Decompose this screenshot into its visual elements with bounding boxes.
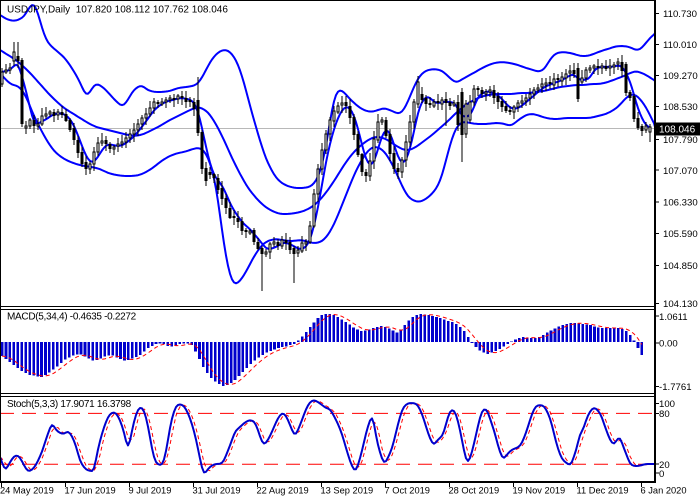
svg-text:0.00: 0.00: [659, 338, 678, 349]
svg-text:31 Jul 2019: 31 Jul 2019: [193, 486, 241, 496]
svg-text:MACD(5,34,4) -0.4635 -0.2272: MACD(5,34,4) -0.4635 -0.2272: [7, 312, 137, 323]
svg-text:13 Sep 2019: 13 Sep 2019: [321, 486, 374, 496]
svg-text:80: 80: [659, 409, 670, 420]
svg-text:7 Oct 2019: 7 Oct 2019: [385, 486, 430, 496]
svg-text:20: 20: [659, 460, 670, 471]
svg-text:USDJPY,Daily 107.820 108.112: USDJPY,Daily 107.820 108.112 107.762 108…: [7, 5, 228, 16]
svg-text:17 Jun 2019: 17 Jun 2019: [65, 486, 116, 496]
svg-text:9 Jul 2019: 9 Jul 2019: [129, 486, 172, 496]
svg-text:22 Aug 2019: 22 Aug 2019: [257, 486, 309, 496]
svg-text:1.0611: 1.0611: [659, 312, 688, 323]
svg-text:28 Oct 2019: 28 Oct 2019: [449, 486, 500, 496]
svg-text:24 May 2019: 24 May 2019: [0, 486, 54, 496]
svg-text:105.590: 105.590: [663, 229, 698, 240]
svg-text:110.730: 110.730: [663, 9, 697, 20]
svg-text:19 Nov 2019: 19 Nov 2019: [513, 486, 566, 496]
svg-text:108.046: 108.046: [659, 124, 696, 135]
svg-text:100: 100: [659, 399, 675, 410]
svg-text:0: 0: [659, 469, 664, 480]
svg-text:107.790: 107.790: [663, 135, 698, 146]
svg-text:11 Dec 2019: 11 Dec 2019: [577, 486, 629, 496]
svg-text:106.330: 106.330: [663, 198, 698, 209]
svg-text:104.130: 104.130: [663, 299, 698, 310]
svg-text:108.530: 108.530: [663, 102, 698, 113]
svg-text:109.270: 109.270: [663, 71, 698, 82]
svg-text:6 Jan 2020: 6 Jan 2020: [641, 486, 687, 496]
svg-text:104.850: 104.850: [663, 261, 698, 272]
svg-text:110.010: 110.010: [663, 40, 697, 51]
svg-text:Stoch(5,3,3) 17.9071 16.3798: Stoch(5,3,3) 17.9071 16.3798: [7, 399, 132, 410]
svg-text:-1.7761: -1.7761: [659, 382, 692, 393]
svg-text:107.070: 107.070: [663, 166, 698, 177]
